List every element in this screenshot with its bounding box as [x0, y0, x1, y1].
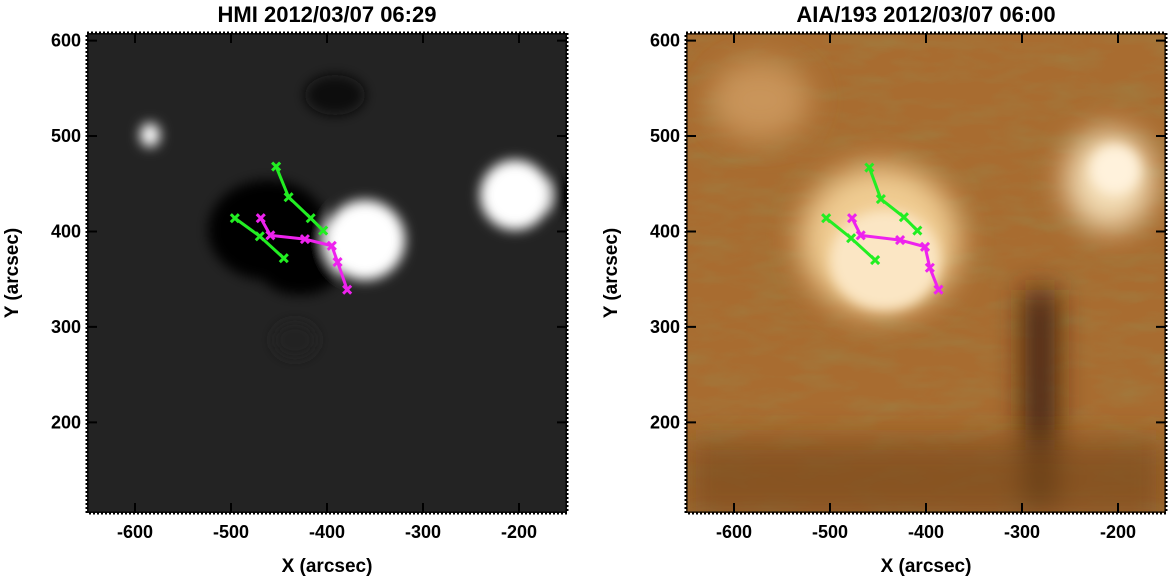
x-tick-label: -300	[405, 522, 441, 542]
track-point	[924, 262, 935, 273]
track-point	[912, 225, 923, 236]
panel-title: AIA/193 2012/03/07 06:00	[796, 2, 1055, 27]
y-tick-label: 500	[51, 126, 81, 146]
track-point	[821, 213, 832, 224]
y-tick-label: 300	[650, 317, 680, 337]
track-point	[299, 234, 310, 245]
track-point	[271, 161, 282, 172]
x-tick-label: -400	[309, 522, 345, 542]
track-point	[326, 240, 337, 251]
track-line	[274, 166, 325, 232]
track-line	[867, 167, 919, 232]
y-tick-label: 200	[650, 412, 680, 432]
track-point	[875, 193, 886, 205]
y-tick-label: 400	[650, 221, 680, 241]
x-tick-label: -200	[1100, 522, 1136, 542]
track-point	[895, 235, 906, 246]
panel-title: HMI 2012/03/07 06:29	[218, 2, 437, 27]
x-tick-label: -200	[501, 522, 537, 542]
x-axis-label: X (arcsec)	[881, 556, 972, 577]
track-point	[870, 255, 881, 266]
track-point	[254, 231, 265, 242]
aia-image	[686, 33, 1166, 513]
track-point	[855, 230, 866, 241]
x-tick-label: -400	[908, 522, 944, 542]
x-tick-label: -500	[812, 522, 848, 542]
y-axis-label: Y (arcsec)	[2, 228, 23, 319]
track-point	[229, 213, 240, 224]
track-point	[864, 162, 875, 173]
track-point	[278, 253, 289, 264]
track-point	[342, 284, 353, 295]
y-tick-label: 200	[51, 412, 81, 432]
track-point	[332, 256, 343, 268]
track-point	[318, 225, 329, 236]
x-tick-label: -300	[1004, 522, 1040, 542]
track-point	[255, 213, 266, 224]
track-point	[898, 212, 909, 223]
y-tick-label: 500	[650, 126, 680, 146]
x-tick-label: -600	[117, 522, 153, 542]
track-point	[847, 213, 858, 224]
y-tick-label: 600	[51, 31, 81, 51]
x-tick-label: -500	[213, 522, 249, 542]
track-point	[305, 213, 316, 224]
y-tick-label: 400	[51, 221, 81, 241]
y-axis-label: Y (arcsec)	[601, 228, 622, 319]
hmi-image	[87, 33, 567, 513]
x-tick-label: -600	[716, 522, 752, 542]
y-tick-label: 300	[51, 317, 81, 337]
x-axis-label: X (arcsec)	[282, 556, 373, 577]
track-point	[933, 284, 944, 295]
track-point	[265, 230, 276, 241]
track-point	[919, 241, 931, 252]
track-point	[846, 233, 857, 244]
y-tick-label: 600	[650, 31, 680, 51]
track-point	[283, 192, 294, 203]
